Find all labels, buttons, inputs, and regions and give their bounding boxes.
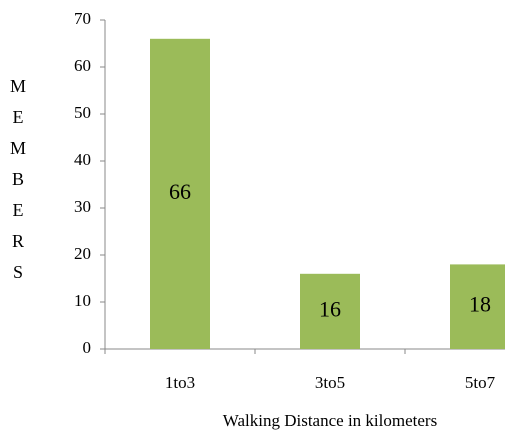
x-axis-label: Walking Distance in kilometers bbox=[223, 411, 437, 430]
y-tick-label: 50 bbox=[74, 103, 91, 122]
y-axis-label: MEMBERS bbox=[8, 76, 28, 293]
y-tick-label: 70 bbox=[74, 9, 91, 28]
y-tick-label: 0 bbox=[83, 338, 92, 357]
data-label: 18 bbox=[469, 292, 491, 317]
bar bbox=[450, 264, 505, 349]
x-tick-label: 3to5 bbox=[315, 373, 345, 392]
x-tick-label: 5to7 bbox=[465, 373, 496, 392]
y-tick-label: 60 bbox=[74, 56, 91, 75]
bar bbox=[300, 273, 360, 349]
y-tick-label: 30 bbox=[74, 197, 91, 216]
y-tick-label: 10 bbox=[74, 291, 91, 310]
y-tick-label: 40 bbox=[74, 150, 91, 169]
y-tick-label: 20 bbox=[74, 244, 91, 263]
x-tick-label: 1to3 bbox=[165, 373, 195, 392]
bar bbox=[150, 38, 210, 350]
data-label: 66 bbox=[169, 179, 191, 204]
data-label: 16 bbox=[319, 296, 341, 321]
